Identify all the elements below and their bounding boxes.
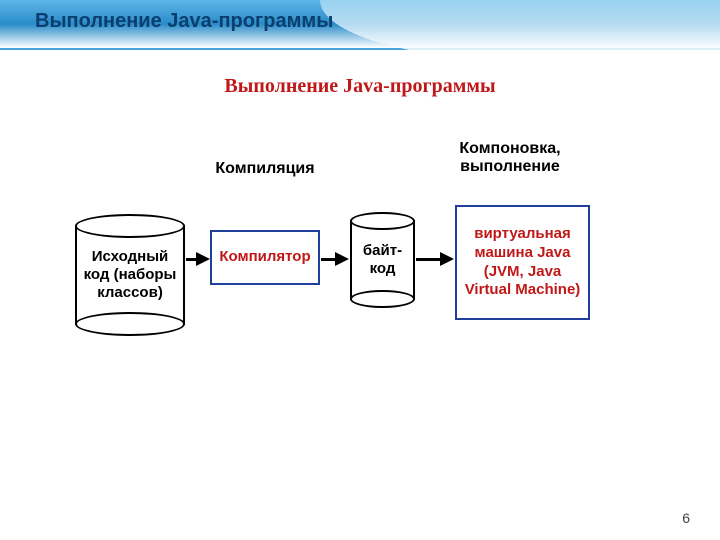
slide-subtitle: Выполнение Java-программы: [0, 75, 720, 98]
label-linking-execution: Компоновка, выполнение: [440, 140, 580, 176]
arrow-bytecode-to-jvm: [416, 252, 454, 266]
node-jvm-label: виртуальная машина Java (JVM, Java Virtu…: [461, 225, 584, 300]
arrow-compiler-to-bytecode: [321, 252, 349, 266]
page-number: 6: [682, 510, 690, 526]
node-compiler-label: Компилятор: [219, 248, 310, 267]
node-jvm: виртуальная машина Java (JVM, Java Virtu…: [455, 205, 590, 320]
node-source-code: Исходный код (наборы классов): [75, 225, 185, 325]
arrow-source-to-compiler: [186, 252, 210, 266]
node-compiler: Компилятор: [210, 230, 320, 285]
node-bytecode: байт-код: [350, 220, 415, 300]
header-curve-decoration: [320, 0, 720, 60]
java-execution-diagram: Компиляция Компоновка, выполнение Исходн…: [0, 130, 720, 390]
node-source-code-label: Исходный код (наборы классов): [77, 248, 183, 302]
label-compilation: Компиляция: [195, 160, 335, 178]
node-bytecode-label: байт-код: [352, 242, 413, 278]
slide-title: Выполнение Java-программы: [35, 10, 333, 33]
